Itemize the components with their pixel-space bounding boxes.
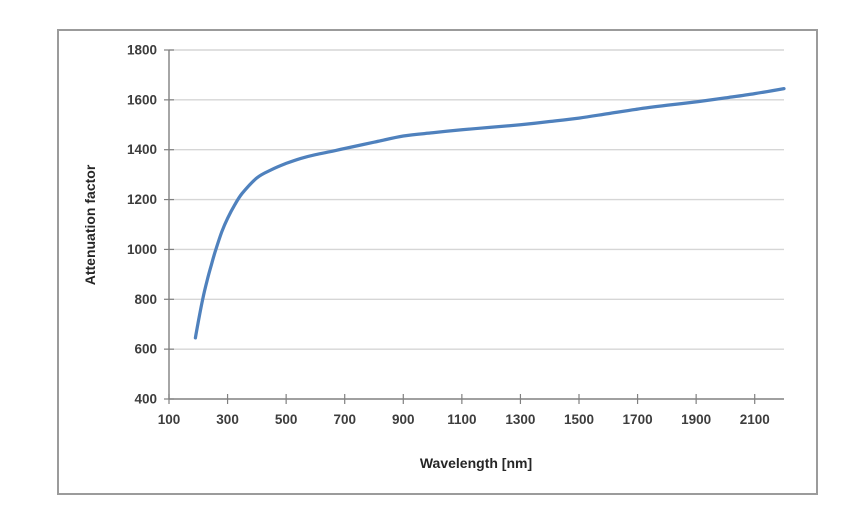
x-tick-label: 1500 — [564, 412, 594, 427]
x-tick-label: 700 — [333, 412, 356, 427]
x-tick-label: 300 — [216, 412, 239, 427]
y-tick-label: 800 — [134, 292, 157, 307]
x-tick-label: 100 — [158, 412, 181, 427]
x-tick-label: 500 — [275, 412, 298, 427]
y-tick-label: 1200 — [127, 192, 157, 207]
attenuation-curve — [193, 86, 786, 340]
x-tick-label: 1300 — [505, 412, 535, 427]
x-tick-label: 2100 — [740, 412, 770, 427]
y-tick-label: 1800 — [127, 43, 157, 58]
y-tick-label: 1600 — [127, 92, 157, 107]
x-tick-label: 1100 — [447, 412, 476, 427]
x-tick-label: 1900 — [681, 412, 711, 427]
y-tick-label: 1000 — [127, 242, 157, 257]
chart-frame — [57, 29, 818, 495]
x-tick-label: 1700 — [623, 412, 653, 427]
y-tick-label: 1400 — [127, 142, 157, 157]
y-tick-label: 400 — [134, 392, 157, 407]
y-tick-label: 600 — [134, 342, 157, 357]
x-axis-title: Wavelength [nm] — [419, 455, 533, 471]
x-tick-label: 900 — [392, 412, 415, 427]
y-axis-title: Attenuation factor — [82, 164, 98, 286]
